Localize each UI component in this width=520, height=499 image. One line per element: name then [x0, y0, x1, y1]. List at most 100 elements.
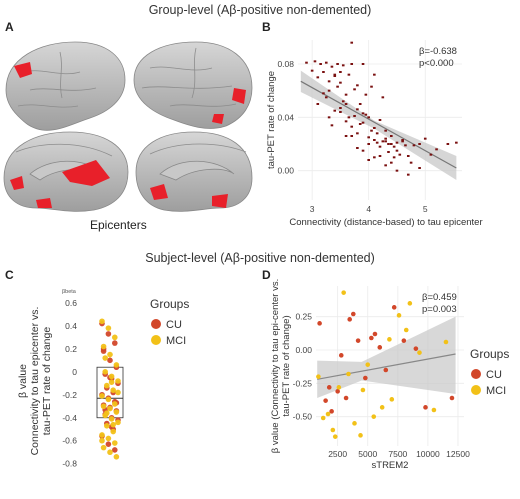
data-point	[358, 433, 363, 438]
data-point	[383, 367, 389, 373]
y-axis-label: β valueConnectivity to tau epicenter vs.…	[17, 307, 53, 456]
data-point	[375, 132, 379, 135]
data-point	[387, 151, 390, 153]
data-point	[356, 132, 359, 135]
data-point	[341, 290, 346, 295]
data-point	[107, 351, 113, 358]
legend-label: CU	[166, 319, 182, 331]
data-point	[403, 327, 409, 333]
data-point	[344, 93, 348, 96]
y-tick-label: 0.25	[295, 312, 312, 322]
data-point	[370, 129, 373, 132]
data-point	[115, 389, 121, 396]
data-point	[110, 428, 116, 435]
data-point	[102, 369, 108, 375]
legend-label: MCI	[486, 385, 506, 397]
data-point	[104, 382, 110, 389]
x-tick-label: 12500	[446, 449, 470, 459]
y-tick-label: 0.00	[277, 166, 294, 176]
data-point	[330, 65, 334, 68]
x-tick-label: 7500	[388, 449, 407, 459]
y-tick-label: -0.2	[62, 390, 77, 400]
data-point	[341, 64, 345, 67]
data-point	[324, 61, 328, 64]
beta-annotation: β=-0.638	[419, 46, 457, 57]
data-point	[110, 421, 116, 428]
data-point	[104, 410, 110, 416]
brain-lateral-left	[5, 41, 126, 131]
x-tick-label: 4	[366, 204, 371, 214]
data-point	[429, 153, 433, 156]
data-point	[105, 435, 112, 442]
data-point	[113, 362, 120, 368]
data-point	[361, 112, 365, 115]
data-point	[375, 141, 379, 144]
p-annotation: p=0.003	[422, 304, 457, 315]
data-point	[390, 143, 393, 145]
data-point	[353, 115, 356, 117]
epicenter-region	[212, 114, 224, 124]
data-point	[322, 92, 325, 95]
data-point	[347, 73, 351, 76]
legend-title: Groups	[150, 297, 189, 311]
data-point	[327, 80, 331, 83]
data-point	[358, 103, 362, 105]
data-point	[330, 427, 336, 433]
data-point	[350, 41, 354, 44]
y-tick-label: 0.2	[65, 344, 77, 354]
x-tick-label: 10000	[416, 449, 440, 459]
data-point	[100, 403, 107, 410]
data-point	[350, 125, 354, 128]
data-point	[115, 419, 121, 426]
data-point	[347, 116, 351, 119]
data-point	[317, 321, 322, 326]
data-point	[360, 387, 366, 393]
data-point	[339, 111, 342, 113]
y-tick-title: βbeta	[62, 289, 77, 295]
data-point	[361, 149, 365, 152]
data-point	[99, 437, 105, 444]
brain-medial-right	[135, 131, 253, 212]
data-point	[398, 153, 402, 156]
legend-marker	[151, 335, 161, 345]
data-point	[339, 81, 342, 84]
data-point	[336, 85, 339, 88]
data-point	[316, 374, 321, 379]
data-point	[327, 116, 331, 119]
data-point	[326, 385, 332, 390]
data-point	[449, 395, 455, 401]
data-point	[413, 346, 419, 351]
data-point	[112, 447, 118, 453]
x-axis-label: sTREM2	[372, 460, 409, 471]
data-point	[99, 393, 105, 399]
data-point	[112, 340, 118, 346]
data-point	[401, 139, 404, 141]
legend-label: MCI	[166, 335, 186, 347]
data-point	[108, 379, 115, 385]
epicenters-caption: Epicenters	[90, 218, 147, 232]
chart-c-beta-distribution: βbeta 0.6 0.4 0.2 0 -0.2 -0.4 -0.6 -0.8 β valueCo…	[17, 289, 189, 469]
panel-d-letter: D	[262, 268, 271, 282]
data-point	[387, 337, 392, 342]
data-point	[418, 167, 421, 169]
data-point	[344, 103, 348, 105]
regression-line	[317, 353, 456, 380]
brain-lateral-right	[133, 41, 253, 129]
data-point	[363, 375, 368, 381]
data-point	[365, 362, 371, 367]
epicenter-region	[14, 62, 32, 78]
data-point	[112, 401, 118, 407]
data-point	[435, 148, 438, 151]
data-point	[333, 109, 337, 112]
data-point	[369, 335, 374, 341]
data-point	[412, 144, 416, 147]
data-point	[378, 145, 382, 148]
data-point	[407, 301, 413, 306]
y-tick-label: 0.00	[295, 345, 312, 355]
data-point	[373, 139, 376, 141]
data-point	[373, 156, 376, 159]
data-point	[367, 136, 370, 139]
y-tick-label: 0.6	[65, 298, 77, 308]
data-point	[330, 124, 334, 127]
regression-line	[300, 80, 457, 169]
